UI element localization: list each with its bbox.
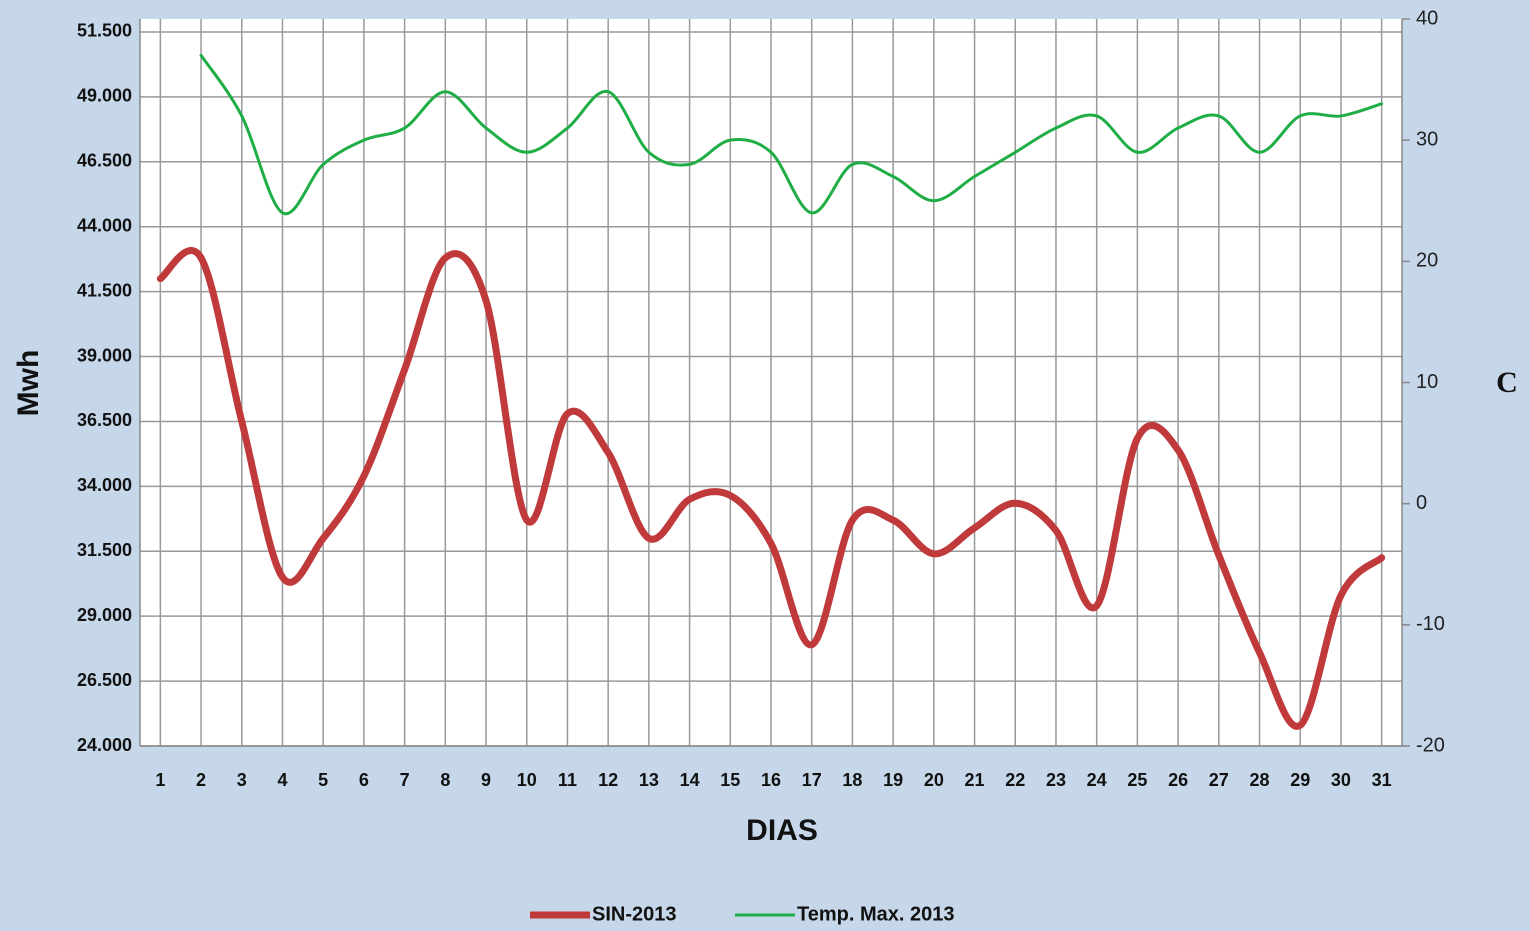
y-tick-label: 41.500 bbox=[77, 280, 132, 300]
y2-tick-label: 40 bbox=[1416, 7, 1438, 29]
legend-label: Temp. Max. 2013 bbox=[797, 903, 954, 925]
y-tick-label: 44.000 bbox=[77, 215, 132, 235]
series-line bbox=[199, 53, 1384, 216]
x-tick-label: 4 bbox=[277, 770, 287, 790]
x-tick-label: 9 bbox=[481, 770, 491, 790]
x-tick-label: 7 bbox=[400, 770, 410, 790]
y-tick-label: 36.500 bbox=[77, 410, 132, 430]
y-tick-label: 24.000 bbox=[77, 735, 132, 755]
y2-tick-label: 30 bbox=[1416, 128, 1438, 150]
x-tick-label: 16 bbox=[761, 770, 781, 790]
y2-tick-label: -20 bbox=[1416, 734, 1445, 756]
y-tick-label: 34.000 bbox=[77, 475, 132, 495]
x-tick-label: 19 bbox=[883, 770, 903, 790]
x-tick-label: 26 bbox=[1168, 770, 1188, 790]
x-tick-label: 18 bbox=[842, 770, 862, 790]
x-tick-label: 2 bbox=[196, 770, 206, 790]
x-tick-label: 21 bbox=[965, 770, 985, 790]
y-tick-label: 29.000 bbox=[77, 605, 132, 625]
x-tick-label: 30 bbox=[1331, 770, 1351, 790]
x-tick-label: 29 bbox=[1290, 770, 1310, 790]
y-tick-label: 39.000 bbox=[77, 345, 132, 365]
y2-axis-title: C bbox=[1496, 366, 1518, 399]
x-tick-label: 24 bbox=[1087, 770, 1107, 790]
x-tick-label: 20 bbox=[924, 770, 944, 790]
y-axis-title: Mwh bbox=[12, 350, 45, 417]
x-tick-label: 25 bbox=[1127, 770, 1147, 790]
y-tick-label: 51.500 bbox=[77, 21, 132, 41]
y-tick-label: 46.500 bbox=[77, 151, 132, 171]
x-tick-label: 12 bbox=[598, 770, 618, 790]
x-tick-label: 28 bbox=[1250, 770, 1270, 790]
y-tick-label: 31.500 bbox=[77, 540, 132, 560]
x-tick-label: 31 bbox=[1372, 770, 1392, 790]
x-tick-label: 3 bbox=[237, 770, 247, 790]
x-tick-label: 15 bbox=[720, 770, 740, 790]
x-tick-label: 17 bbox=[802, 770, 822, 790]
y2-tick-label: 10 bbox=[1416, 371, 1438, 393]
x-tick-label: 11 bbox=[558, 770, 577, 790]
x-tick-label: 22 bbox=[1005, 770, 1025, 790]
x-tick-label: 13 bbox=[639, 770, 659, 790]
x-tick-label: 23 bbox=[1046, 770, 1066, 790]
y-tick-label: 26.500 bbox=[77, 670, 132, 690]
legend-label: SIN-2013 bbox=[592, 903, 677, 925]
x-tick-label: 1 bbox=[155, 770, 165, 790]
x-tick-label: 6 bbox=[359, 770, 369, 790]
y2-tick-label: 0 bbox=[1416, 492, 1427, 514]
x-axis-title: DIAS bbox=[746, 814, 818, 847]
y2-tick-label: 20 bbox=[1416, 250, 1438, 272]
y-tick-label: 49.000 bbox=[77, 86, 132, 106]
y2-tick-label: -10 bbox=[1416, 613, 1445, 635]
series-line bbox=[156, 247, 1386, 730]
x-tick-label: 5 bbox=[318, 770, 328, 790]
x-tick-label: 27 bbox=[1209, 770, 1229, 790]
x-tick-label: 8 bbox=[440, 770, 450, 790]
x-tick-label: 10 bbox=[517, 770, 537, 790]
x-tick-label: 14 bbox=[680, 770, 700, 790]
